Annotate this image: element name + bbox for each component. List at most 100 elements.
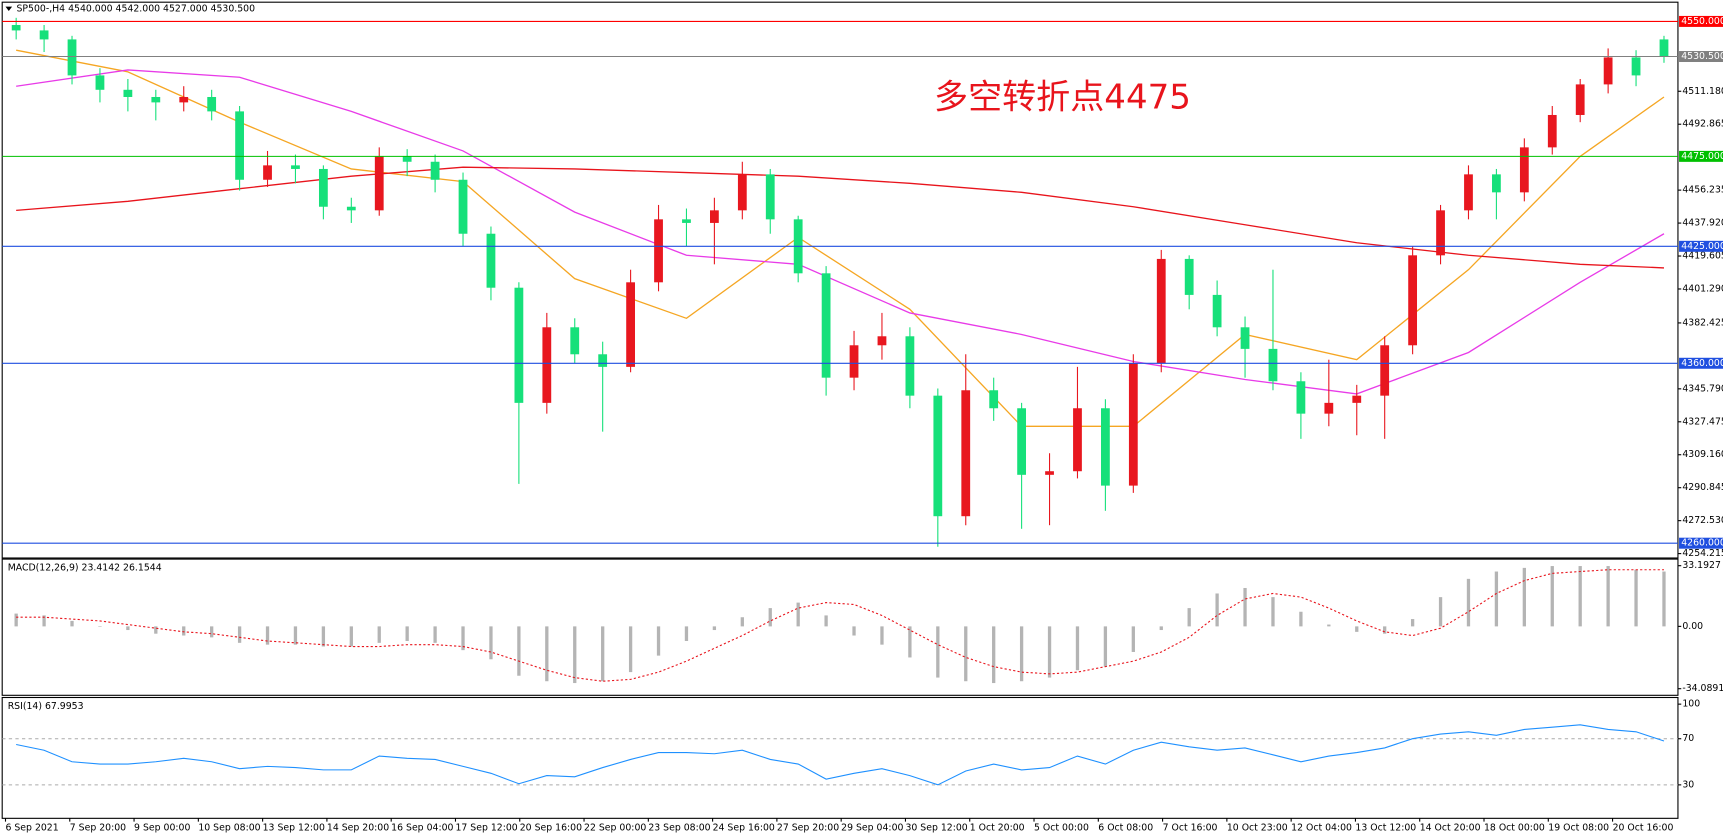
candle-body bbox=[821, 273, 831, 378]
candle-body bbox=[514, 287, 524, 403]
candle-body bbox=[1436, 210, 1445, 256]
x-tick-label: 6 Oct 08:00 bbox=[1098, 823, 1153, 834]
candle-body bbox=[598, 354, 608, 367]
y-tick-label: 4492.865 bbox=[1682, 119, 1723, 130]
x-tick-label: 19 Oct 08:00 bbox=[1548, 823, 1609, 834]
y-tick-label: 4382.425 bbox=[1682, 317, 1723, 328]
candle-body bbox=[933, 395, 943, 517]
macd-bar bbox=[1019, 626, 1024, 682]
candle-body bbox=[123, 89, 133, 97]
candle-body bbox=[430, 161, 440, 180]
candle-body bbox=[1101, 408, 1110, 486]
rsi-panel-frame bbox=[1, 696, 1679, 819]
y-tick-label: 4437.920 bbox=[1682, 218, 1723, 229]
x-tick-label: 23 Sep 08:00 bbox=[648, 823, 710, 834]
candle-body bbox=[291, 165, 300, 169]
macd-bar bbox=[461, 626, 465, 651]
macd-bar bbox=[517, 626, 521, 676]
candle-body bbox=[542, 327, 552, 403]
macd-bar bbox=[824, 615, 828, 627]
rsi-header: RSI(14) 67.9953 bbox=[8, 701, 84, 712]
price-level-label: 4475.000 bbox=[1681, 151, 1723, 162]
macd-bar bbox=[573, 626, 577, 684]
y-tick-label: 100 bbox=[1682, 699, 1700, 710]
price-level-tag bbox=[1679, 240, 1723, 252]
price-level-label: 4425.000 bbox=[1681, 241, 1723, 252]
x-tick-label: 20 Oct 16:00 bbox=[1613, 823, 1674, 834]
macd-bar bbox=[70, 620, 74, 627]
candle-body bbox=[961, 390, 971, 517]
macd-signal bbox=[16, 569, 1664, 682]
macd-bar bbox=[14, 613, 18, 627]
candle-body bbox=[1017, 408, 1027, 475]
macd-bar bbox=[293, 626, 298, 645]
x-tick-label: 14 Oct 20:00 bbox=[1420, 823, 1481, 834]
macd-bar bbox=[405, 626, 409, 642]
macd-bar bbox=[936, 626, 940, 678]
rsi-line bbox=[16, 724, 1665, 786]
candle-body bbox=[626, 282, 635, 367]
x-tick-label: 22 Sep 00:00 bbox=[584, 823, 646, 834]
macd-bar bbox=[1243, 587, 1247, 627]
candle-body bbox=[570, 327, 580, 355]
candle-body bbox=[1324, 402, 1334, 414]
y-tick-label: 0.00 bbox=[1682, 621, 1703, 632]
y-tick-label: -34.0891 bbox=[1682, 683, 1723, 694]
macd-bar bbox=[489, 626, 493, 660]
x-tick-label: 27 Sep 20:00 bbox=[777, 823, 839, 834]
price-level-tag bbox=[1679, 15, 1723, 27]
y-tick-label: 4290.845 bbox=[1682, 482, 1723, 493]
candle-body bbox=[1492, 174, 1501, 193]
price-level-label: 4530.500 bbox=[1681, 51, 1723, 62]
macd-bar bbox=[1271, 597, 1275, 627]
x-tick-label: 10 Sep 08:00 bbox=[198, 823, 260, 834]
macd-bar bbox=[1299, 611, 1303, 627]
candle-body bbox=[486, 233, 496, 288]
candle-body bbox=[1631, 57, 1641, 76]
candle-body bbox=[737, 174, 747, 211]
macd-bar bbox=[1075, 626, 1080, 671]
macd-bar bbox=[1383, 626, 1387, 634]
x-tick-label: 5 Oct 00:00 bbox=[1034, 823, 1089, 834]
candle-body bbox=[765, 174, 775, 220]
macd-header: MACD(12,26,9) 23.4142 26.1544 bbox=[8, 562, 162, 573]
candle-body bbox=[709, 210, 719, 223]
price-level-tag bbox=[1679, 357, 1723, 369]
y-tick-label: 4401.290 bbox=[1682, 283, 1723, 294]
symbol-header: SP500-,H4 4540.000 4542.000 4527.000 453… bbox=[16, 3, 255, 14]
macd-bar bbox=[1466, 578, 1471, 627]
macd-bar bbox=[964, 626, 968, 682]
macd-bar bbox=[126, 626, 130, 631]
candle-body bbox=[1575, 84, 1585, 115]
macd-bar bbox=[601, 626, 605, 682]
candle-body bbox=[1268, 348, 1278, 382]
y-tick-label: 30 bbox=[1682, 779, 1694, 790]
macd-bar bbox=[321, 626, 326, 647]
annotation: 多空转折点4475 bbox=[934, 77, 1191, 117]
macd-bar bbox=[1494, 571, 1499, 627]
x-tick-label: 6 Sep 2021 bbox=[5, 823, 58, 834]
y-tick-label: 4254.215 bbox=[1682, 548, 1723, 559]
candle-body bbox=[318, 168, 328, 207]
x-tick-label: 14 Sep 20:00 bbox=[327, 823, 389, 834]
price-level-tag bbox=[1679, 51, 1723, 62]
price-level-label: 4260.000 bbox=[1681, 538, 1723, 549]
candle-body bbox=[1128, 363, 1138, 486]
x-tick-label: 9 Sep 00:00 bbox=[134, 823, 190, 834]
macd-bar bbox=[1578, 566, 1582, 627]
x-tick-label: 24 Sep 16:00 bbox=[713, 823, 775, 834]
candle-body bbox=[402, 156, 412, 162]
macd-bar bbox=[42, 615, 46, 627]
collapse-icon bbox=[5, 6, 13, 11]
candle-body bbox=[1603, 57, 1613, 85]
macd-bar bbox=[796, 602, 800, 627]
candle-body bbox=[235, 111, 244, 180]
macd-bar bbox=[1438, 597, 1443, 627]
candle-body bbox=[682, 219, 691, 223]
x-tick-label: 10 Oct 23:00 bbox=[1227, 823, 1288, 834]
macd-bar bbox=[1550, 566, 1554, 627]
macd-bar bbox=[1131, 626, 1135, 652]
